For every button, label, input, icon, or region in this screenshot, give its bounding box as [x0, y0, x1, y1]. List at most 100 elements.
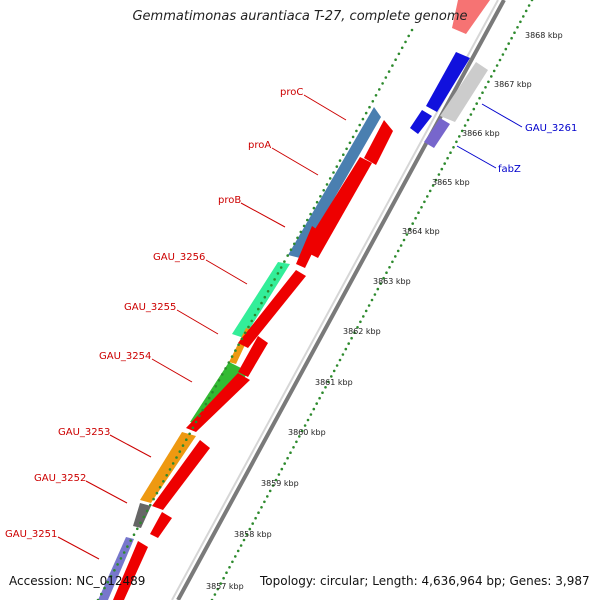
scale-dot: [122, 551, 126, 554]
gene-label-GAU-3256[interactable]: GAU_3256: [153, 252, 205, 263]
cds-arrow-8[interactable]: [150, 512, 172, 538]
scale-dot: [300, 429, 304, 433]
cds-arrow-6[interactable]: [186, 373, 250, 432]
left-gene-labels: proC proA proB GAU_3256 GAU_3255 GAU_325…: [5, 87, 347, 560]
gene-block-GAU-3253[interactable]: [140, 432, 196, 503]
scale-dot: [106, 580, 110, 584]
scale-dot: [397, 52, 401, 56]
scale-dot: [129, 539, 132, 542]
scale-dot: [270, 284, 273, 287]
scale-dot: [315, 402, 319, 405]
scale-dot: [243, 331, 247, 335]
scale-dot: [344, 347, 348, 351]
gene-label-GAU-3252[interactable]: GAU_3252: [34, 473, 86, 484]
gene-label-GAU-3261[interactable]: GAU_3261: [525, 123, 577, 134]
scale-dots-outer: [210, 0, 534, 600]
gene-block-fabZ[interactable]: [424, 118, 450, 148]
scale-dot: [240, 337, 244, 341]
scale-dot: [364, 111, 368, 115]
scale-dot: [295, 440, 298, 444]
leader-line: [456, 145, 497, 169]
scale-dot: [250, 319, 253, 323]
scale-tick-label: 3861 kbp: [315, 378, 353, 387]
gene-label-proB[interactable]: proB: [218, 195, 241, 206]
scale-dot: [224, 367, 227, 370]
gene-block-GAU-3256[interactable]: [232, 262, 290, 338]
scale-dot: [303, 424, 307, 427]
scale-dot: [136, 527, 139, 531]
scale-dot: [402, 238, 406, 242]
scale-dot: [384, 76, 388, 79]
gene-block-GAU-3261[interactable]: [426, 52, 470, 112]
cds-arrow-5[interactable]: [238, 336, 268, 377]
scale-dot: [431, 184, 435, 187]
right-gene-labels: GAU_3261 fabZ: [456, 103, 577, 175]
scale-tick-label: 3865 kbp: [432, 178, 470, 187]
scale-dot: [411, 222, 415, 225]
scale-dot: [328, 177, 332, 180]
scale-dot: [279, 266, 283, 269]
scale-dot: [119, 557, 123, 560]
scale-dot: [214, 385, 218, 388]
scale-dot: [181, 444, 185, 447]
scale-dot: [162, 480, 165, 483]
gene-block-proC[interactable]: [288, 107, 381, 258]
scale-dot: [378, 88, 381, 91]
scale-dot: [507, 42, 511, 45]
gene-label-GAU-3253[interactable]: GAU_3253: [58, 427, 110, 438]
scale-dot: [213, 593, 217, 596]
scale-dot: [420, 206, 423, 209]
scale-dot: [469, 113, 473, 116]
scale-tick-label: 3857 kbp: [206, 582, 244, 591]
leader-line: [85, 480, 128, 504]
scale-dot: [289, 451, 292, 455]
gene-block-grey[interactable]: [440, 62, 488, 122]
scale-dot: [400, 46, 404, 50]
gene-block-blue-2[interactable]: [410, 110, 432, 134]
scale-dot: [299, 230, 303, 234]
scale-dot: [191, 426, 195, 430]
scale-dot: [498, 58, 502, 62]
scale-dot: [289, 248, 293, 251]
genome-backbone-outer: [176, 0, 506, 600]
gene-block-top-right[interactable]: [452, 0, 490, 34]
scale-dot: [257, 511, 260, 514]
scale-dot: [481, 91, 484, 94]
scale-dot: [283, 462, 287, 465]
cds-arrow-1[interactable]: [364, 120, 393, 165]
scale-dot: [221, 373, 224, 376]
scale-dot: [266, 290, 270, 293]
cds-arrow-4[interactable]: [238, 270, 306, 348]
scale-dot: [356, 326, 359, 329]
gene-label-fabZ[interactable]: fabZ: [498, 164, 521, 175]
scale-dot: [306, 418, 310, 422]
scale-dot: [280, 467, 284, 471]
gene-block-GAU-3252[interactable]: [133, 503, 151, 528]
scale-dot: [367, 304, 371, 307]
scale-dot: [407, 34, 411, 38]
scale-dot: [385, 271, 388, 275]
scale-dot: [368, 105, 371, 109]
cds-arrow-7[interactable]: [152, 440, 210, 510]
scale-dot: [109, 575, 113, 578]
gene-label-GAU-3251[interactable]: GAU_3251: [5, 529, 57, 540]
scale-dot: [113, 569, 116, 572]
scale-dot: [501, 53, 505, 56]
scale-dot: [319, 195, 322, 198]
scale-dot: [222, 576, 225, 580]
scale-dot: [306, 218, 309, 222]
cds-arrow-3[interactable]: [296, 226, 322, 268]
gene-label-GAU-3254[interactable]: GAU_3254: [99, 351, 151, 362]
gene-label-GAU-3255[interactable]: GAU_3255: [124, 302, 176, 313]
scale-dot: [364, 309, 368, 313]
gene-label-proC[interactable]: proC: [280, 87, 303, 98]
gene-label-proA[interactable]: proA: [248, 140, 271, 151]
scale-dot: [446, 156, 449, 160]
scale-dot: [347, 342, 351, 345]
accession-label: Accession: NC_012489: [9, 574, 146, 588]
leader-line: [151, 358, 193, 383]
cds-arrow-9[interactable]: [113, 541, 148, 600]
scale-dot: [100, 592, 103, 596]
scale-dot: [260, 301, 263, 305]
scale-dot: [198, 414, 201, 418]
